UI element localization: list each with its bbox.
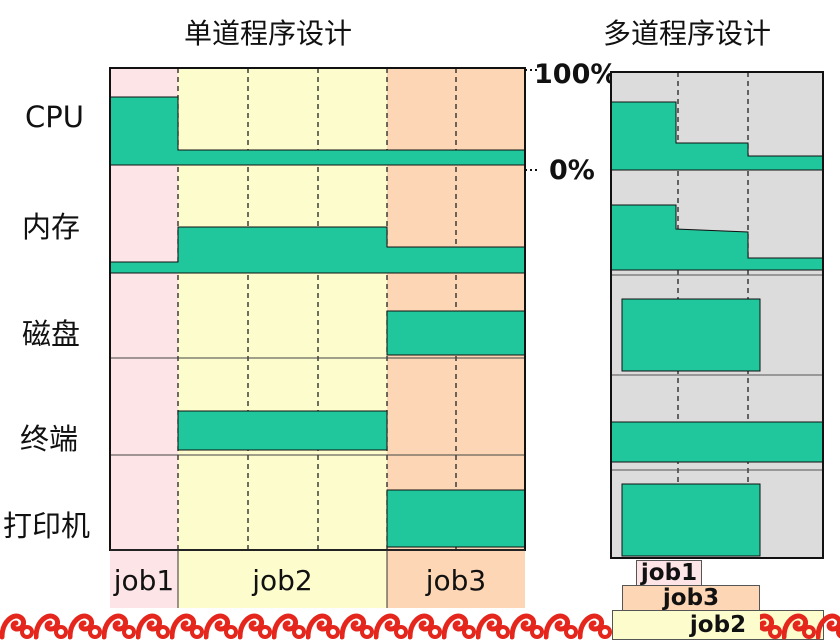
printer-usage-multi — [621, 483, 761, 557]
scale-100-label: 100% — [534, 59, 618, 90]
single-job2-label: job2 — [252, 563, 313, 597]
decorative-cloud-border — [0, 613, 840, 643]
terminal-usage-multi — [610, 421, 824, 463]
single-program-title: 单道程序设计 — [184, 17, 353, 50]
scale-0-label: 0% — [549, 155, 595, 186]
disk-usage-single — [386, 310, 526, 356]
memory-usage-multi — [610, 204, 824, 271]
cpu-usage-multi — [610, 101, 824, 171]
row-label-printer: 打印机 — [3, 509, 91, 543]
single-program-diagram — [109, 67, 540, 608]
row-label-disk: 磁盘 — [22, 317, 81, 351]
multi-program-diagram — [610, 71, 824, 559]
printer-usage-single — [386, 489, 526, 548]
disk-usage-multi — [621, 298, 761, 372]
single-job1-label: job1 — [113, 563, 175, 597]
single-job3-label: job3 — [425, 563, 487, 597]
job2-band — [178, 68, 387, 608]
terminal-usage-single — [177, 410, 388, 451]
row-label-terminal: 终端 — [20, 422, 79, 456]
multi-program-title: 多道程序设计 — [603, 17, 772, 50]
memory-usage-single — [109, 226, 526, 274]
multi-job1-box: job1 — [636, 560, 702, 586]
row-label-memory: 内存 — [22, 210, 81, 244]
row-label-cpu: CPU — [25, 100, 84, 134]
multi-job3-box: job3 — [622, 585, 760, 611]
